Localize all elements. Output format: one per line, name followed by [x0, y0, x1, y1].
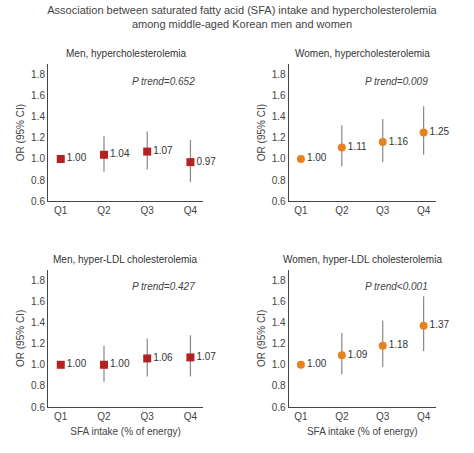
svg-text:Q2: Q2: [97, 411, 111, 422]
svg-text:Q1: Q1: [54, 411, 68, 422]
svg-text:1.8: 1.8: [31, 69, 45, 80]
svg-text:P trend=0.427: P trend=0.427: [132, 281, 195, 292]
svg-text:1.4: 1.4: [31, 111, 45, 122]
svg-text:Q2: Q2: [97, 205, 111, 216]
svg-text:OR (95% CI): OR (95% CI): [256, 104, 267, 161]
svg-text:Q2: Q2: [335, 411, 349, 422]
svg-text:1.8: 1.8: [31, 275, 45, 286]
svg-text:1.00: 1.00: [110, 358, 130, 369]
svg-text:OR (95% CI): OR (95% CI): [256, 310, 267, 367]
svg-text:0.6: 0.6: [272, 196, 286, 207]
svg-text:1.00: 1.00: [307, 152, 327, 163]
svg-text:1.06: 1.06: [153, 352, 173, 363]
svg-text:1.4: 1.4: [272, 317, 286, 328]
svg-text:1.00: 1.00: [67, 358, 87, 369]
svg-text:1.04: 1.04: [110, 148, 130, 159]
svg-text:1.0: 1.0: [272, 359, 286, 370]
svg-text:0.8: 0.8: [31, 380, 45, 391]
svg-text:1.16: 1.16: [389, 136, 409, 147]
svg-text:0.8: 0.8: [272, 175, 286, 186]
svg-text:1.00: 1.00: [307, 358, 327, 369]
svg-text:OR (95% CI): OR (95% CI): [15, 104, 26, 161]
svg-text:P trend<0.001: P trend<0.001: [365, 281, 428, 292]
svg-text:1.6: 1.6: [272, 296, 286, 307]
svg-text:Q4: Q4: [184, 205, 198, 216]
svg-text:Q1: Q1: [294, 205, 308, 216]
svg-text:1.2: 1.2: [272, 132, 286, 143]
svg-text:1.37: 1.37: [430, 319, 450, 330]
svg-text:1.07: 1.07: [153, 145, 173, 156]
svg-text:Q4: Q4: [417, 411, 431, 422]
svg-text:1.11: 1.11: [348, 141, 367, 152]
svg-text:Q3: Q3: [141, 411, 155, 422]
svg-text:Q1: Q1: [294, 411, 308, 422]
svg-text:Q2: Q2: [335, 205, 349, 216]
svg-text:Q4: Q4: [417, 205, 431, 216]
svg-text:Q3: Q3: [376, 205, 390, 216]
svg-text:1.2: 1.2: [272, 338, 286, 349]
svg-text:Women, hyper-LDL cholesterolem: Women, hyper-LDL cholesterolemia: [283, 254, 442, 265]
svg-text:0.8: 0.8: [31, 175, 45, 186]
svg-text:1.4: 1.4: [31, 317, 45, 328]
svg-text:1.6: 1.6: [31, 90, 45, 101]
svg-text:SFA intake (% of energy): SFA intake (% of energy): [70, 426, 181, 437]
svg-text:SFA intake (% of energy): SFA intake (% of energy): [307, 426, 418, 437]
svg-text:1.8: 1.8: [272, 275, 286, 286]
svg-text:1.00: 1.00: [67, 152, 87, 163]
svg-text:1.18: 1.18: [389, 339, 409, 350]
svg-text:P trend=0.009: P trend=0.009: [365, 76, 428, 87]
svg-text:1.6: 1.6: [31, 296, 45, 307]
svg-text:P trend=0.652: P trend=0.652: [132, 76, 195, 87]
svg-text:Association between saturated: Association between saturated fatty acid…: [47, 4, 437, 30]
svg-text:Q1: Q1: [54, 205, 68, 216]
svg-text:0.6: 0.6: [31, 402, 45, 413]
svg-text:1.0: 1.0: [272, 153, 286, 164]
svg-text:Q3: Q3: [376, 411, 390, 422]
svg-text:0.97: 0.97: [196, 156, 216, 167]
svg-text:1.07: 1.07: [196, 351, 216, 362]
svg-text:Men, hyper-LDL cholesterolemia: Men, hyper-LDL cholesterolemia: [53, 254, 198, 265]
svg-text:1.0: 1.0: [31, 359, 45, 370]
svg-text:1.25: 1.25: [430, 126, 450, 137]
svg-text:1.09: 1.09: [348, 349, 368, 360]
svg-text:0.6: 0.6: [31, 196, 45, 207]
svg-text:Women, hypercholesterolemia: Women, hypercholesterolemia: [295, 48, 430, 59]
svg-text:OR (95% CI): OR (95% CI): [15, 310, 26, 367]
svg-text:1.6: 1.6: [272, 90, 286, 101]
svg-text:Men, hypercholesterolemia: Men, hypercholesterolemia: [66, 48, 186, 59]
svg-text:Q4: Q4: [184, 411, 198, 422]
svg-text:1.2: 1.2: [31, 338, 45, 349]
svg-text:1.2: 1.2: [31, 132, 45, 143]
svg-text:1.0: 1.0: [31, 153, 45, 164]
svg-text:0.6: 0.6: [272, 402, 286, 413]
svg-text:1.4: 1.4: [272, 111, 286, 122]
svg-text:Q3: Q3: [141, 205, 155, 216]
svg-text:0.8: 0.8: [272, 380, 286, 391]
svg-text:1.8: 1.8: [272, 69, 286, 80]
